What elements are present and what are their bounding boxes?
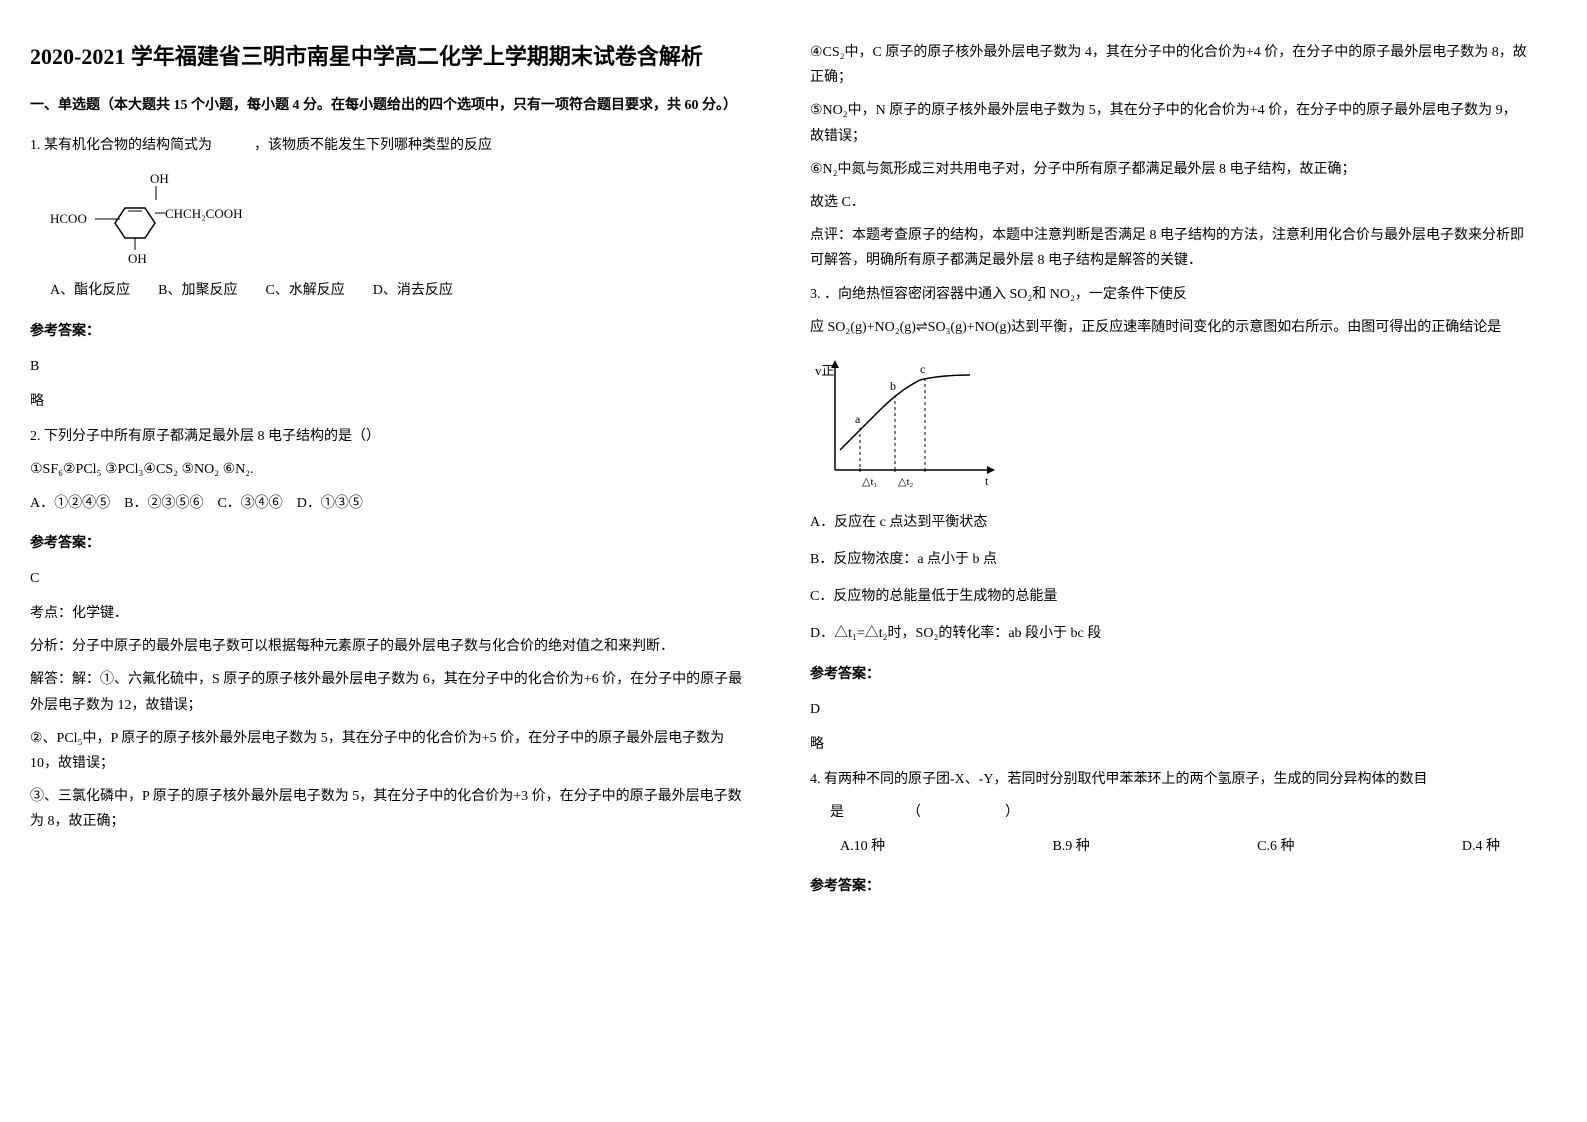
dt1-label: △t₁ (862, 476, 878, 488)
q4-options: A.10 种 B.9 种 C.6 种 D.4 种 (810, 834, 1530, 859)
q2-point: 考点：化学键． (30, 601, 750, 626)
q2-analysis: 分析：分子中原子的最外层电子数可以根据每种元素原子的最外层电子数与化合价的绝对值… (30, 634, 750, 659)
q4-text: 4. 有两种不同的原子团-X、-Y，若同时分别取代甲苯苯环上的两个氢原子，生成的… (810, 767, 1530, 792)
question-4: 4. 有两种不同的原子团-X、-Y，若同时分别取代甲苯苯环上的两个氢原子，生成的… (810, 767, 1530, 859)
q2-item6: ⑥N₂中氮与氮形成三对共用电子对，分子中所有原子都满足最外层 8 电子结构，故正… (810, 157, 1530, 182)
q2-item4: ④CS₂中，C 原子的原子核外最外层电子数为 4，其在分子中的化合价为+4 价，… (810, 40, 1530, 90)
q3-answer: D (810, 697, 1530, 722)
answer-label-2: 参考答案： (30, 531, 750, 556)
exam-title: 2020-2021 学年福建省三明市南星中学高二化学上学期期末试卷含解析 (30, 40, 750, 73)
q4-optB: B.9 种 (1052, 834, 1089, 859)
q4-text2: 是 （ ） (810, 800, 1530, 825)
q2-options: A．①②④⑤ B．②③⑤⑥ C．③④⑥ D．①③⑤ (30, 491, 750, 516)
q4-optA: A.10 种 (840, 834, 885, 859)
q2-item2: ②、PCl₅中，P 原子的原子核外最外层电子数为 5，其在分子中的化合价为+5 … (30, 726, 750, 776)
q2-solve: 解答：解：①、六氟化硫中，S 原子的原子核外最外层电子数为 6，其在分子中的化合… (30, 667, 750, 717)
q2-item3: ③、三氯化磷中，P 原子的原子核外最外层电子数为 5，其在分子中的化合价为+3 … (30, 784, 750, 834)
q2-items: ①SF₆②PCl₅ ③PCl₃④CS₂ ⑤NO₂ ⑥N₂. (30, 457, 750, 482)
right-column: ④CS₂中，C 原子的原子核外最外层电子数为 4，其在分子中的化合价为+4 价，… (810, 40, 1530, 909)
question-1: 1. 某有机化合物的结构简式为 ，该物质不能发生下列哪种类型的反应 OH HCO… (30, 133, 750, 303)
q2-conclusion: 故选 C． (810, 190, 1530, 215)
answer-label-4: 参考答案： (810, 874, 1530, 899)
chch2cooh-label: CHCH₂COOH (165, 206, 243, 221)
question-3: 3. ．向绝热恒容密闭容器中通入 SO₂和 NO₂，一定条件下使反 应 SO₂(… (810, 282, 1530, 647)
q3-optA: A．反应在 c 点达到平衡状态 (810, 510, 1530, 535)
q3-text2: 应 SO₂(g)+NO₂(g)⇌SO₃(g)+NO(g)达到平衡，正反应速率随时… (810, 315, 1530, 340)
reaction-rate-graph: v正 t a b c △t₁ △t₂ (810, 355, 1010, 495)
q1-options: A、酯化反应 B、加聚反应 C、水解反应 D、消去反应 (50, 278, 750, 303)
answer-label-3: 参考答案： (810, 662, 1530, 687)
q1-answer: B (30, 354, 750, 379)
section-header: 一、单选题（本大题共 15 个小题，每小题 4 分。在每小题给出的四个选项中，只… (30, 93, 750, 118)
chemical-structure: OH HCOO CHCH₂COOH OH (50, 168, 270, 268)
q4-optC: C.6 种 (1257, 834, 1294, 859)
q2-item5: ⑤NO₂中，N 原子的原子核外最外层电子数为 5，其在分子中的化合价为+4 价，… (810, 98, 1530, 148)
q3-optC: C．反应物的总能量低于生成物的总能量 (810, 584, 1530, 609)
q2-text: 2. 下列分子中所有原子都满足最外层 8 电子结构的是（） (30, 424, 750, 449)
oh-top-label: OH (150, 171, 169, 186)
left-column: 2020-2021 学年福建省三明市南星中学高二化学上学期期末试卷含解析 一、单… (30, 40, 750, 909)
hcoo-label: HCOO (50, 211, 87, 226)
x-axis-label: t (985, 474, 989, 488)
y-axis-label: v正 (815, 363, 835, 378)
document-page: 2020-2021 学年福建省三明市南星中学高二化学上学期期末试卷含解析 一、单… (30, 40, 1530, 909)
q3-optD: D．△t₁=△t₂时，SO₂的转化率：ab 段小于 bc 段 (810, 621, 1530, 646)
dt2-label: △t₂ (898, 476, 914, 488)
q1-brief: 略 (30, 389, 750, 414)
q4-optD: D.4 种 (1462, 834, 1500, 859)
q3-brief: 略 (810, 732, 1530, 757)
q2-comment: 点评：本题考查原子的结构，本题中注意判断是否满足 8 电子结构的方法，注意利用化… (810, 223, 1530, 273)
oh-bottom-label: OH (128, 251, 147, 266)
q1-text: 1. 某有机化合物的结构简式为 ，该物质不能发生下列哪种类型的反应 (30, 133, 750, 158)
q2-answer: C (30, 566, 750, 591)
question-2: 2. 下列分子中所有原子都满足最外层 8 电子结构的是（） ①SF₆②PCl₅ … (30, 424, 750, 516)
answer-label-1: 参考答案： (30, 319, 750, 344)
q3-text: 3. ．向绝热恒容密闭容器中通入 SO₂和 NO₂，一定条件下使反 (810, 282, 1530, 307)
q3-optB: B．反应物浓度：a 点小于 b 点 (810, 547, 1530, 572)
point-c: c (920, 362, 925, 376)
point-b: b (890, 379, 896, 393)
point-a: a (855, 412, 861, 426)
